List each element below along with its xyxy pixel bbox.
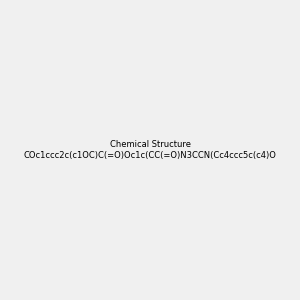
Text: Chemical Structure
COc1ccc2c(c1OC)C(=O)Oc1c(CC(=O)N3CCN(Cc4ccc5c(c4)O: Chemical Structure COc1ccc2c(c1OC)C(=O)O… [24, 140, 276, 160]
